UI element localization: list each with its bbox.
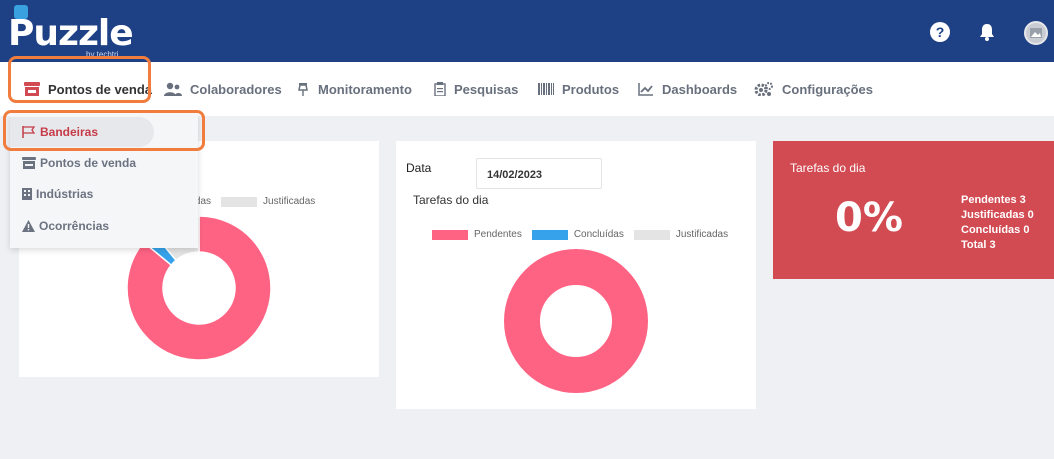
chart2-title: Tarefas do dia: [413, 193, 489, 207]
nav-colaboradores[interactable]: Colaboradores: [164, 78, 282, 100]
flag-icon: [22, 126, 36, 138]
chart-card-2: Data 14/02/2023 Tarefas do dia Pendentes…: [396, 141, 756, 409]
legend-label: Concluídas: [573, 229, 624, 240]
donut-chart-2: [504, 249, 648, 393]
dropdown-label: Pontos de venda: [40, 156, 137, 170]
stat-total: Total 3: [961, 239, 996, 251]
main-nav: Pontos de venda Colaboradores Monitorame…: [0, 56, 1054, 116]
nav-produtos[interactable]: Produtos: [538, 78, 619, 100]
logo-subtext: by techtri: [86, 50, 119, 59]
clipboard-icon: [434, 82, 446, 96]
dropdown-label: Ocorrências: [39, 219, 110, 233]
stat-concluidas: Concluídas 0: [961, 224, 1030, 236]
cogs-icon: [754, 82, 773, 96]
nav-configuracoes[interactable]: Configurações: [754, 78, 873, 100]
nav-label: Configurações: [782, 81, 874, 97]
stat-justificadas: Justificadas 0: [961, 209, 1034, 221]
legend-item-justificadas[interactable]: Justificadas: [633, 229, 729, 240]
logo-text: Puzzle: [8, 13, 134, 54]
nav-dashboards[interactable]: Dashboards: [638, 78, 737, 100]
dropdown-item-bandeiras[interactable]: Bandeiras: [22, 123, 98, 141]
nav-label: Monitoramento: [318, 81, 412, 97]
puzzle-logo[interactable]: Puzzle by techtri: [8, 5, 138, 59]
summary-title: Tarefas do dia: [790, 161, 866, 175]
legend-swatch: [531, 229, 568, 240]
date-input[interactable]: 14/02/2023: [476, 158, 602, 189]
date-label: Data: [406, 161, 432, 175]
nav-pontos-de-venda[interactable]: Pontos de venda: [24, 78, 152, 100]
dropdown-item-industrias[interactable]: Indústrias: [22, 185, 93, 203]
thumbtack-icon: [298, 83, 308, 96]
top-bar: Puzzle by techtri ?: [0, 0, 1054, 62]
legend-swatch: [633, 229, 670, 240]
legend-swatch: [432, 229, 468, 240]
highlight-box-nav: [8, 56, 151, 103]
bell-icon[interactable]: [977, 22, 997, 42]
highlight-box-dropdown: [3, 110, 205, 151]
legend-label: Justificadas: [675, 229, 729, 240]
barcode-icon: [538, 83, 554, 95]
legend-label: Justificadas: [263, 196, 316, 207]
dropdown-item-pontos-de-venda[interactable]: Pontos de venda: [22, 154, 136, 172]
stat-pendentes: Pendentes 3: [961, 194, 1026, 206]
donut-slice-pendentes[interactable]: [126, 215, 272, 361]
donut-slice-pendentes[interactable]: [504, 249, 648, 393]
dropdown-label: Indústrias: [36, 187, 94, 201]
nav-label: Produtos: [562, 81, 620, 97]
summary-stats: Pendentes 3 Justificadas 0 Concluídas 0 …: [961, 193, 1034, 253]
store-icon: [24, 82, 40, 96]
legend-item-justificadas[interactable]: Justificadas: [221, 196, 315, 207]
dropdown-item-ocorrencias[interactable]: Ocorrências: [22, 217, 109, 235]
nav-label: Dashboards: [662, 81, 738, 97]
summary-card: Tarefas do dia 0% Pendentes 3 Justificad…: [773, 141, 1054, 279]
chart-line-icon: [638, 83, 653, 96]
building-icon: [22, 188, 32, 200]
users-icon: [164, 82, 182, 96]
legend-item-concluidas[interactable]: Concluídas: [531, 229, 624, 240]
nav-pesquisas[interactable]: Pesquisas: [434, 78, 518, 100]
summary-percent: 0%: [835, 195, 903, 241]
puzzle-piece-icon: [14, 5, 28, 19]
pontos-de-venda-dropdown: Bandeiras Pontos de venda Indústrias Oco…: [10, 114, 198, 248]
avatar[interactable]: [1024, 21, 1048, 45]
nav-label: Pesquisas: [454, 81, 519, 97]
legend-label: Pendentes: [474, 229, 522, 240]
nav-monitoramento[interactable]: Monitoramento: [296, 78, 412, 100]
nav-label: Pontos de venda: [48, 81, 153, 97]
question-circle-icon[interactable]: ?: [930, 22, 950, 42]
nav-label: Colaboradores: [190, 81, 282, 97]
warning-icon: [22, 220, 35, 232]
legend-item-pendentes[interactable]: Pendentes: [432, 229, 522, 240]
legend-swatch: [221, 196, 258, 207]
chart2-legend: Pendentes Concluídas Justificadas: [432, 229, 738, 240]
store-icon: [22, 157, 36, 169]
dropdown-label: Bandeiras: [40, 125, 99, 139]
